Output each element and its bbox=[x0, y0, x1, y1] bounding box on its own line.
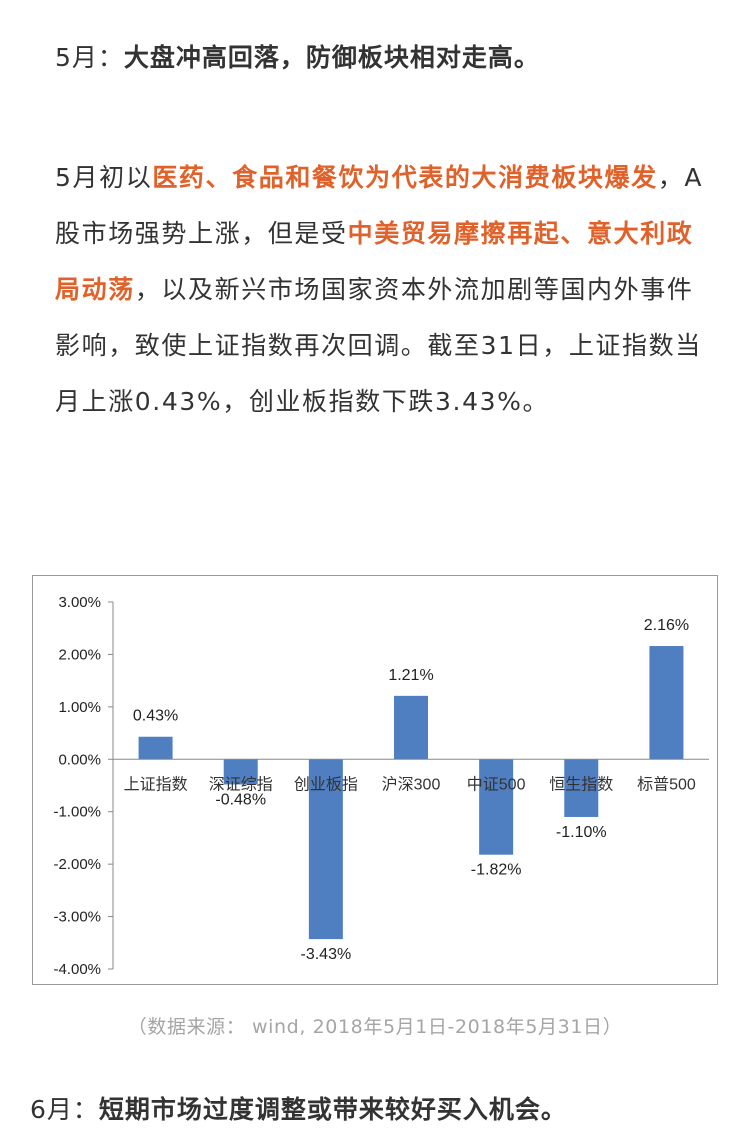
bar-2 bbox=[308, 759, 343, 940]
y-tick-label-0: 3.00% bbox=[58, 594, 101, 611]
june-heading-text: 短期市场过度调整或带来较好买入机会。 bbox=[98, 1095, 567, 1124]
may-paragraph: 5月初以医药、食品和餐饮为代表的大消费板块爆发，A股市场强势上涨，但是受中美贸易… bbox=[55, 150, 705, 430]
may-heading-text: 大盘冲高回落，防御板块相对走高。 bbox=[123, 43, 540, 72]
bar-5 bbox=[564, 759, 599, 817]
para-highlight-1: 医药、食品和餐饮为代表的大消费板块爆发 bbox=[152, 163, 658, 192]
data-source-note: （数据来源： wind, 2018年5月1日-2018年5月31日） bbox=[127, 1016, 623, 1038]
category-label-1: 深证综指 bbox=[209, 775, 273, 793]
para-text-1: 5月初以 bbox=[55, 163, 153, 192]
may-heading: 5月：大盘冲高回落，防御板块相对走高。 bbox=[55, 40, 735, 76]
para-highlight-2: 中美贸易摩擦再起、意大利政局动荡 bbox=[55, 219, 694, 304]
category-label-0: 上证指数 bbox=[124, 775, 188, 793]
value-label-5: -1.10% bbox=[556, 824, 607, 841]
index-return-chart: 3.00% 2.00% 1.00% 0.00% -1.00% -2.00% -3.00% -4… bbox=[32, 575, 718, 985]
category-label-3: 沪深300 bbox=[382, 775, 441, 793]
category-label-4: 中证500 bbox=[467, 775, 526, 793]
category-label-2: 创业板指 bbox=[294, 775, 358, 793]
value-label-4: -1.82% bbox=[471, 862, 522, 879]
y-tick-label-7: -4.00% bbox=[53, 961, 101, 978]
para-text-3: ，以及新兴市场国家资本外流加剧等国内外事件影响，致使上证指数再次回调。截至31日… bbox=[55, 275, 702, 416]
y-tick-label-5: -2.00% bbox=[53, 856, 101, 873]
june-heading: 6月：短期市场过度调整或带来较好买入机会。 bbox=[30, 1092, 730, 1128]
bar-1 bbox=[223, 759, 258, 785]
bar-3 bbox=[394, 695, 428, 760]
bar-chart-svg: 3.00% 2.00% 1.00% 0.00% -1.00% -2.00% -3.00% -4… bbox=[53, 594, 709, 978]
value-label-6: 2.16% bbox=[644, 617, 689, 634]
category-label-6: 标普500 bbox=[637, 775, 696, 793]
value-label-3: 1.21% bbox=[388, 667, 433, 684]
june-heading-lead: 6月： bbox=[30, 1095, 99, 1124]
para-text-2: ，A股市场强势上涨，但是受 bbox=[55, 163, 704, 248]
y-tick-label-2: 1.00% bbox=[58, 699, 101, 716]
value-label-1: -0.48% bbox=[215, 791, 266, 808]
y-tick-label-4: -1.00% bbox=[53, 804, 101, 821]
bar-0 bbox=[138, 736, 173, 760]
bar-6 bbox=[649, 646, 684, 760]
y-tick-label-1: 2.00% bbox=[58, 646, 101, 663]
value-label-0: 0.43% bbox=[133, 708, 178, 725]
y-tick-label-6: -3.00% bbox=[53, 909, 101, 926]
y-tick-label-3: 0.00% bbox=[58, 751, 101, 768]
bar-4 bbox=[479, 759, 514, 855]
may-heading-lead: 5月： bbox=[55, 43, 124, 72]
value-label-2: -3.43% bbox=[301, 946, 352, 963]
category-label-5: 恒生指数 bbox=[549, 775, 613, 793]
